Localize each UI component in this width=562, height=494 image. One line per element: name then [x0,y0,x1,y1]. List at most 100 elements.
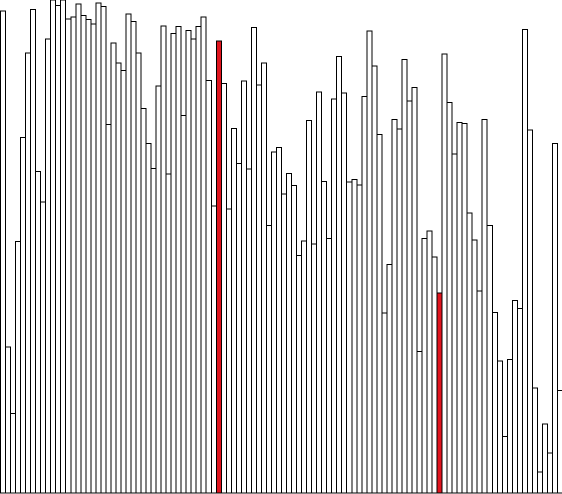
bar [356,184,363,494]
bar [446,102,453,494]
bar [376,134,383,494]
bar [301,240,308,494]
bar [255,84,262,494]
bar [296,254,303,494]
bar [366,30,373,494]
bar [185,30,192,494]
bar [40,201,47,494]
bar [486,224,493,494]
bar [511,300,518,494]
bar [55,4,62,494]
bar [491,312,498,494]
bar [190,38,197,494]
bar [396,128,403,494]
bar [175,26,182,494]
bar [75,3,82,494]
highlighted-bar [215,40,222,494]
bar [265,224,272,494]
bar [10,413,17,494]
bar [331,98,338,494]
bar [501,435,508,494]
bar [306,119,313,494]
bar [406,100,413,494]
bar [50,0,57,494]
bar [426,230,433,494]
bar [516,308,523,494]
bar [110,42,117,494]
bar [526,129,533,494]
bar [551,142,558,494]
bar [220,82,227,494]
bar [386,263,393,494]
bar [466,212,473,494]
bar [180,114,187,494]
bar [281,193,288,494]
bar [311,243,318,494]
bar [5,346,12,494]
bar [115,62,122,494]
bar [0,10,7,494]
bar [160,25,167,494]
bar [130,21,137,494]
bar [80,14,87,494]
bar [60,0,67,494]
bar [125,13,132,494]
bar [401,59,408,494]
bar [30,8,37,494]
bar [456,121,463,494]
bar [20,137,27,494]
bar [286,173,293,494]
bar [260,62,267,494]
highlighted-bar [436,292,443,494]
bar [346,181,353,494]
bar [556,389,562,494]
bar [536,471,543,494]
bar [391,118,398,494]
bar [140,107,147,494]
bar [461,123,468,494]
bar [421,238,428,494]
bar [381,312,388,494]
bar [321,180,328,494]
bar [45,38,52,494]
bar [521,29,528,494]
bar [205,79,212,494]
bar [341,92,348,494]
bar [100,5,107,494]
bar [496,360,503,494]
bar [170,33,177,494]
bar [225,208,232,494]
bar [371,65,378,494]
bar [416,351,423,494]
bar [210,205,217,494]
bar [471,239,478,494]
bar [361,96,368,494]
bar [541,423,548,494]
bar [95,2,102,494]
bar [291,184,298,494]
bar [250,27,257,494]
bar [476,290,483,494]
bar [105,124,112,494]
bar [70,16,77,494]
bar [25,52,32,494]
bar [245,168,252,494]
bar [15,241,22,494]
bar [316,91,323,494]
bar [90,23,97,494]
bar [270,151,277,494]
bar [451,153,458,494]
bar [200,16,207,494]
bar [431,256,438,494]
bar [145,142,152,494]
bar [230,128,237,494]
bar [441,53,448,494]
bar [531,387,538,494]
bar [135,52,142,494]
bar [150,168,157,494]
bar [326,238,333,494]
bar [351,178,358,494]
bar [275,146,283,494]
bar [336,56,343,494]
